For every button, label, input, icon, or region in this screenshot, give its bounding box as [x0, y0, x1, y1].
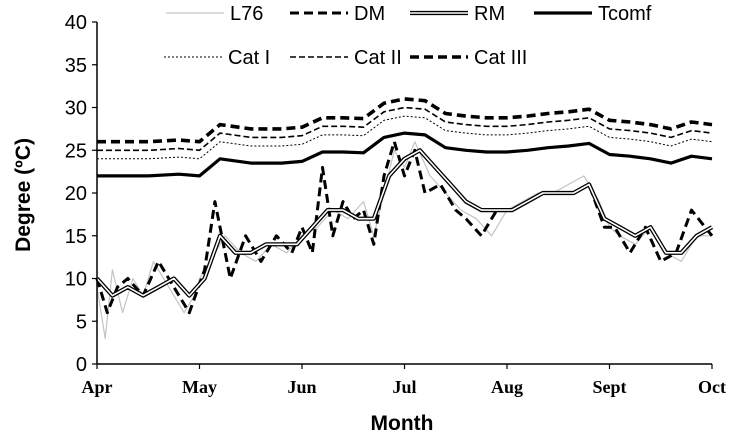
y-tick-label: 30 — [65, 98, 87, 120]
legend-item-tcomf: Tcomf — [534, 3, 652, 25]
legend-item-cat-ii: Cat II — [290, 47, 402, 69]
x-tick-label: Jun — [287, 377, 316, 397]
x-tick-label: Oct — [698, 377, 726, 397]
series-layer — [95, 131, 714, 339]
plot-area — [97, 22, 712, 364]
x-ticks: Apr May Jun Jul Aug Sept Oct — [82, 364, 726, 397]
plot-background — [97, 22, 712, 364]
series-line-tcomf — [97, 131, 713, 178]
band-line-cat-ii — [97, 106, 713, 152]
x-tick-label: Jul — [392, 377, 416, 397]
x-tick-label: Aug — [491, 377, 523, 397]
x-tick-label: May — [182, 377, 217, 397]
y-tick-label: 0 — [76, 354, 87, 376]
legend-label: DM — [354, 3, 385, 25]
y-tick-label: 35 — [65, 55, 87, 77]
legend-label: Cat III — [474, 47, 527, 69]
x-tick-label: Apr — [82, 377, 113, 397]
series-line-rm-inner — [96, 149, 713, 297]
y-tick-label: 25 — [65, 140, 87, 162]
legend-label: Cat I — [228, 47, 270, 69]
y-tick-label: 10 — [65, 269, 87, 291]
y-axis-title: Degree (ºC) — [12, 138, 35, 252]
x-axis-title: Month — [371, 412, 434, 435]
y-ticks: 0 5 10 15 20 25 30 35 40 — [65, 12, 97, 376]
y-tick-label: 20 — [65, 183, 87, 205]
legend-item-cat-i: Cat I — [164, 47, 270, 69]
legend: L76 DM RM Tcomf Cat I Cat II Cat III — [164, 3, 652, 69]
legend-label: Tcomf — [598, 3, 652, 25]
band-line-cat-i — [97, 115, 713, 160]
legend-label: RM — [474, 3, 505, 25]
legend-item-rm: RM — [410, 3, 505, 25]
bands-layer — [97, 97, 713, 160]
band-line-cat-iii — [97, 97, 713, 144]
y-tick-label: 5 — [76, 311, 87, 333]
legend-label: Cat II — [354, 47, 402, 69]
legend-item-cat-iii: Cat III — [410, 47, 527, 69]
y-tick-label: 40 — [65, 12, 87, 34]
legend-item-l76: L76 — [166, 3, 263, 25]
legend-item-dm: DM — [290, 3, 385, 25]
y-tick-label: 15 — [65, 226, 87, 248]
legend-label: L76 — [230, 3, 263, 25]
x-tick-label: Sept — [592, 377, 626, 397]
